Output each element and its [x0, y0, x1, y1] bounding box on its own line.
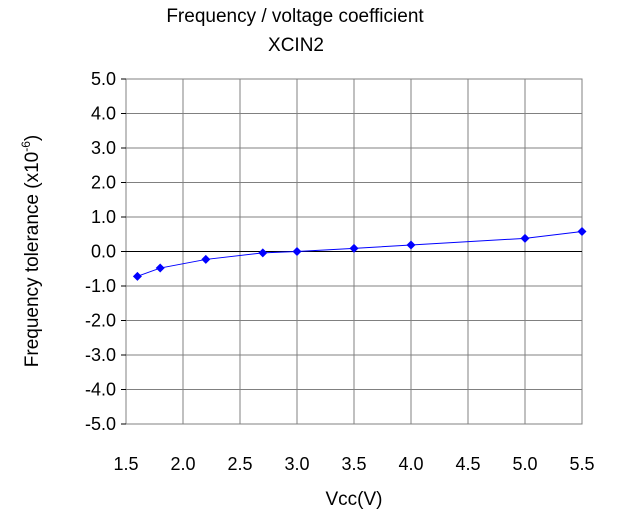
- y-tick-label: -3.0: [85, 345, 116, 365]
- data-point: [349, 243, 359, 253]
- x-tick-label: 3.5: [341, 454, 366, 474]
- data-point: [201, 254, 211, 264]
- chart-title: Frequency / voltage coefficient: [166, 6, 424, 27]
- x-tick-label: 5.0: [512, 454, 537, 474]
- x-tick-label: 5.5: [569, 454, 594, 474]
- y-tick-label: 4.0: [91, 104, 116, 124]
- y-tick-label: -2.0: [85, 311, 116, 331]
- data-point: [577, 226, 587, 236]
- y-tick-label: 0.0: [91, 242, 116, 262]
- y-tick-label: 2.0: [91, 173, 116, 193]
- y-tick-label: 3.0: [91, 138, 116, 158]
- data-point: [520, 233, 530, 243]
- data-point: [258, 248, 268, 258]
- y-axis: 5.0 4.0 3.0 2.0 1.0 0.0 -1.0 -2.0 -3.0 -4.0 -5.0: [85, 69, 126, 434]
- x-tick-label: 2.5: [227, 454, 252, 474]
- y-tick-label: -5.0: [85, 414, 116, 434]
- x-tick-label: 1.5: [113, 454, 138, 474]
- y-axis-title-exponent: -6: [19, 141, 33, 152]
- x-tick-label: 4.0: [398, 454, 423, 474]
- chart-subtitle: XCIN2: [268, 35, 324, 56]
- grid-lines: [125, 78, 583, 425]
- data-point: [406, 240, 416, 250]
- y-tick-label: -1.0: [85, 276, 116, 296]
- data-point: [155, 263, 165, 273]
- y-tick-label: -4.0: [85, 380, 116, 400]
- data-point: [292, 247, 302, 256]
- x-axis-title: Vcc(V): [326, 489, 383, 510]
- y-tick-label: 5.0: [91, 69, 116, 89]
- x-tick-label: 3.0: [284, 454, 309, 474]
- series: [132, 226, 587, 281]
- x-tick-label: 2.0: [170, 454, 195, 474]
- y-axis-title-close: ): [22, 135, 43, 141]
- data-point: [132, 271, 142, 281]
- y-tick-label: 1.0: [91, 207, 116, 227]
- x-axis: 1.5 2.0 2.5 3.0 3.5 4.0 4.5 5.0 5.5: [113, 454, 594, 474]
- y-axis-title: Frequency tolerance (x10-6): [19, 135, 43, 367]
- x-tick-label: 4.5: [455, 454, 480, 474]
- y-axis-title-main: Frequency tolerance (x10: [22, 152, 43, 367]
